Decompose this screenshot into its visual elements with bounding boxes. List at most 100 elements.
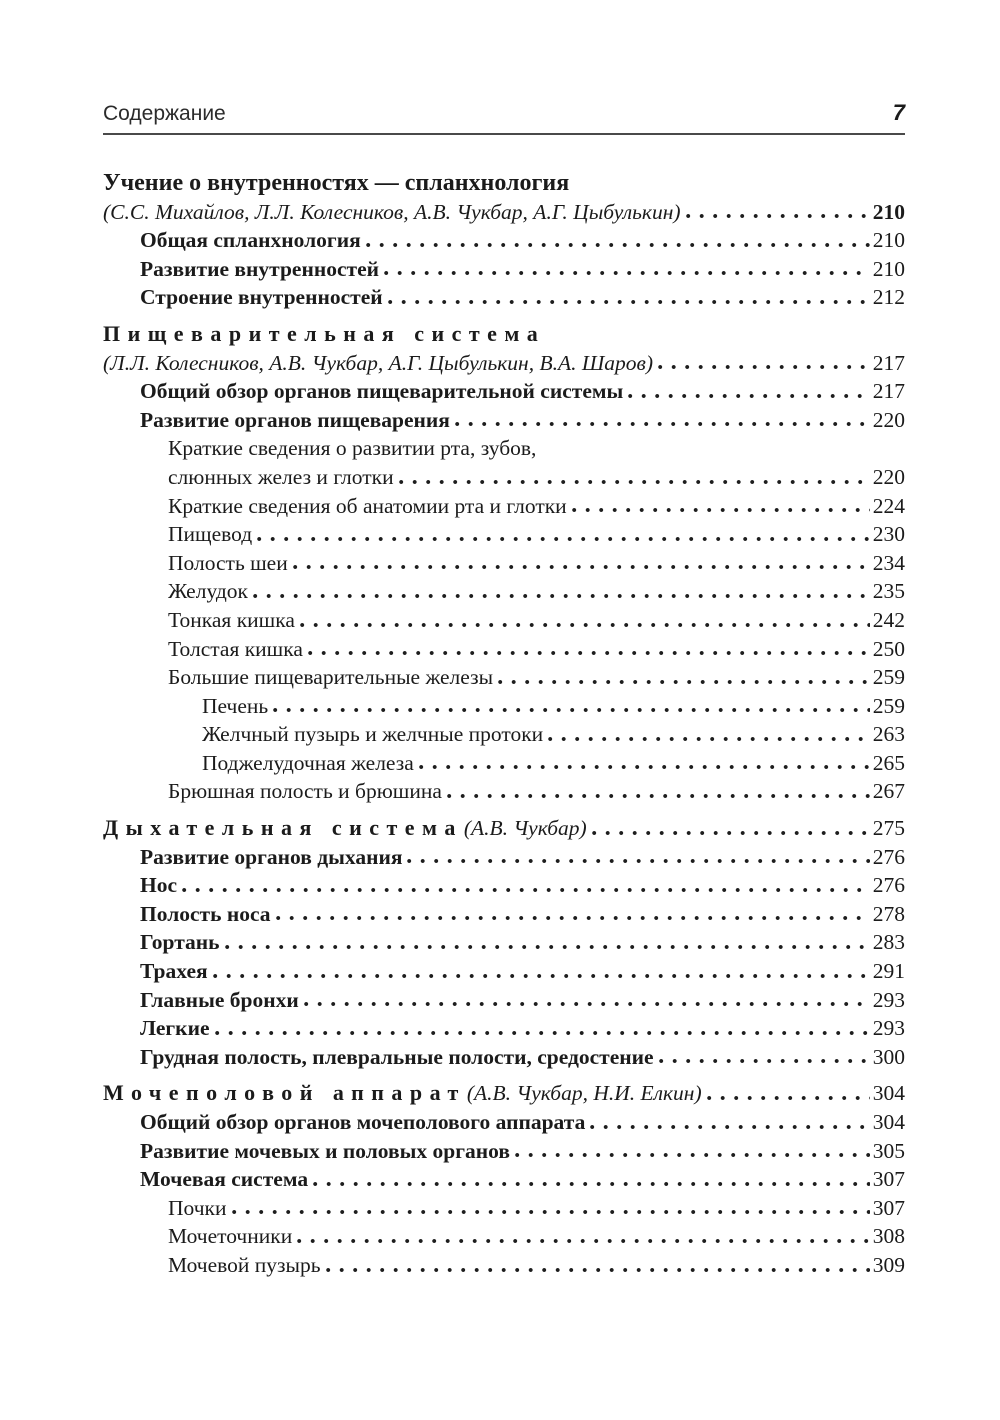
toc-entry: Брюшная полость и брюшина 267 [103,777,905,806]
toc-entry-label: Толстая кишка [168,636,303,661]
toc-entry-authors: (А.В. Чукбар) [463,816,587,841]
dot-leader [387,297,870,306]
toc-entry-authors: (А.В. Чукбар, Н.И. Елкин) [466,1081,702,1106]
toc-entry: Общий обзор органов мочеполового аппарат… [103,1108,905,1137]
toc-entry-label: Печень [202,693,269,718]
dot-leader [231,1208,870,1217]
toc-entry: Краткие сведения о развитии рта, зубов, [103,434,905,463]
toc-entry-label: Строение внутренностей [140,285,383,310]
toc-entry-page: 210 [872,228,905,253]
toc-entry-page: 210 [872,256,905,281]
toc-entry: Легкие 293 [103,1014,905,1043]
toc-entry: Гортань 283 [103,928,905,957]
toc-entry: Трахея 291 [103,957,905,986]
toc-entry-page: 304 [872,1110,905,1134]
toc-entry-page: 230 [872,522,905,547]
toc-entry-label: Почки [168,1195,227,1220]
toc-entry-page: 217 [872,379,905,404]
toc-entry-label: Трахея [140,959,208,984]
toc-entry: Большие пищеварительные железы 259 [103,663,905,692]
toc-entry: Общий обзор органов пищеварительной сист… [103,377,905,406]
toc-entry-page: 275 [872,816,905,841]
toc-entry: Главные бронхи 293 [103,986,905,1015]
toc-entry-label: (Л.Л. Колесников, А.В. Чукбар, А.Г. Цыбу… [103,350,654,375]
toc-entry-page: 276 [872,873,905,898]
toc-entry-label: Общий обзор органов мочеполового аппарат… [140,1110,586,1134]
toc-entry-label: Пищевод [168,522,253,547]
toc-entry-label: Нос [140,873,178,898]
toc-entry-page: 293 [872,987,905,1012]
toc-entry-page: 212 [872,285,905,310]
toc-entry-page: 291 [872,959,905,984]
toc-entry-label: Легкие [140,1016,210,1041]
toc-entry-label: Мочеточники [168,1224,293,1249]
dot-leader [658,363,870,372]
toc-entry-page: 263 [872,722,905,747]
dot-leader [182,885,870,894]
toc-entry-page: 307 [872,1195,905,1220]
toc-entry-label: Тонкая кишка [168,607,295,632]
dot-leader [628,391,870,400]
dot-leader [454,420,870,429]
dot-leader [273,706,870,715]
toc-entry: Развитие органов дыхания 276 [103,843,905,872]
dot-leader [514,1151,870,1160]
toc-entry: Грудная полость, плевральные полости, ср… [103,1043,905,1072]
toc-entry: Мочевая система 307 [103,1165,905,1194]
dot-leader [446,792,870,801]
dot-leader [292,563,870,572]
toc-entry-label: Поджелудочная железа [202,750,414,775]
dot-leader [590,1122,870,1131]
dot-leader [214,1028,870,1037]
toc-entry: Печень 259 [103,692,905,721]
toc-entry-page: 234 [872,550,905,575]
toc-entry-page: 308 [872,1224,905,1249]
dot-leader [685,212,870,221]
dot-leader [257,534,870,543]
toc-entry: Мочеполовой аппарат (А.В. Чукбар, Н.И. Ел… [103,1079,905,1108]
toc-entry-label: Большие пищеварительные железы [168,665,494,690]
toc-entry-page: 309 [872,1252,905,1277]
toc-entry-label: (С.С. Михайлов, Л.Л. Колесников, А.В. Чу… [103,199,681,224]
dot-leader [571,506,870,515]
dot-leader [303,1000,870,1009]
toc-entry: Полость шеи 234 [103,549,905,578]
dot-leader [252,591,870,600]
dot-leader [325,1265,870,1274]
toc-entry-label: Краткие сведения о развитии рта, зубов, [168,436,537,461]
toc-entry: (С.С. Михайлов, Л.Л. Колесников, А.В. Чу… [103,198,905,227]
toc-entry-page: 259 [872,693,905,718]
toc-entry-label: Дыхательная система [103,815,463,841]
toc-entry: Общая спланхнология 210 [103,226,905,255]
toc-entry-label: Мочевой пузырь [168,1252,321,1277]
toc-entry-page: 210 [872,199,905,224]
toc-entry-page: 224 [872,493,905,518]
dot-leader [658,1057,870,1066]
toc-entry: Мочевой пузырь 309 [103,1251,905,1280]
page-content: Содержание 7 Учение о внутренностях — сп… [103,100,905,1280]
toc-entry: Краткие сведения об анатомии рта и глотк… [103,492,905,521]
toc-entry: Пищевод 230 [103,520,905,549]
dot-leader [591,828,870,837]
toc-entry-page: 220 [872,407,905,432]
toc-entry-label: Брюшная полость и брюшина [168,779,442,804]
toc-entry-label: слюнных желез и глотки [168,464,394,489]
toc-entry-label: Развитие органов дыхания [140,844,403,869]
toc-entry-label: Главные бронхи [140,987,299,1012]
toc-entry: Развитие мочевых и половых органов 305 [103,1137,905,1166]
dot-leader [224,943,870,952]
toc-entry-label: Краткие сведения об анатомии рта и глотк… [168,493,567,518]
toc-entry-page: 259 [872,665,905,690]
toc-entry: Желчный пузырь и желчные протоки 263 [103,720,905,749]
toc-entry-label: Развитие органов пищеварения [140,407,450,432]
toc-entry: слюнных желез и глотки 220 [103,463,905,492]
dot-leader [398,477,870,486]
toc-entry-page: 267 [872,779,905,804]
toc-entry-page: 276 [872,844,905,869]
toc-entry-page: 305 [872,1138,905,1163]
toc-entry-label: Гортань [140,930,220,955]
toc-entry-page: 293 [872,1016,905,1041]
toc-entry-label: Мочевая система [140,1167,309,1192]
toc-entry-page: 220 [872,464,905,489]
